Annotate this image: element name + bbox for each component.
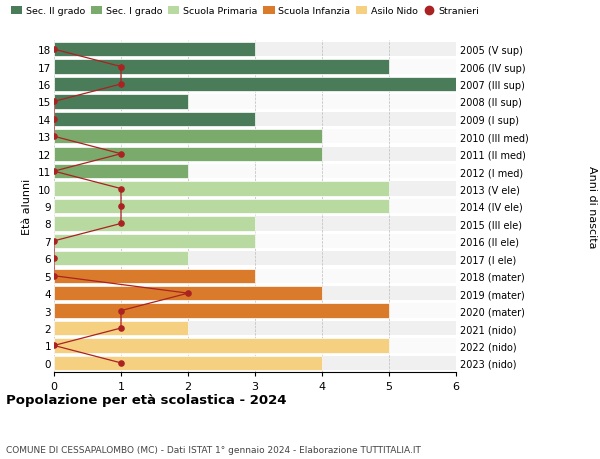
Bar <box>54 112 255 127</box>
Bar <box>54 321 188 336</box>
Bar <box>54 339 389 353</box>
Point <box>116 220 126 228</box>
Bar <box>54 252 456 266</box>
Bar <box>54 60 456 74</box>
Point <box>116 151 126 158</box>
Bar <box>54 234 255 248</box>
Bar <box>54 321 456 336</box>
Bar <box>54 43 456 57</box>
Bar <box>54 147 322 162</box>
Point <box>49 168 59 175</box>
Bar <box>54 286 322 301</box>
Legend: Sec. II grado, Sec. I grado, Scuola Primaria, Scuola Infanzia, Asilo Nido, Stran: Sec. II grado, Sec. I grado, Scuola Prim… <box>11 7 479 16</box>
Bar <box>54 217 456 231</box>
Bar <box>54 286 456 301</box>
Point <box>49 255 59 263</box>
Point <box>49 116 59 123</box>
Point <box>116 81 126 89</box>
Bar <box>54 165 188 179</box>
Bar <box>54 182 389 196</box>
Bar <box>54 269 255 283</box>
Bar <box>54 95 188 109</box>
Bar <box>54 130 456 144</box>
Bar <box>54 78 456 92</box>
Bar <box>54 165 456 179</box>
Point <box>49 238 59 245</box>
Bar <box>54 112 456 127</box>
Point <box>49 342 59 349</box>
Bar <box>54 269 456 283</box>
Bar <box>54 182 456 196</box>
Bar <box>54 199 456 214</box>
Bar <box>54 60 389 74</box>
Bar <box>54 252 188 266</box>
Point <box>49 99 59 106</box>
Text: Anni di nascita: Anni di nascita <box>587 165 597 248</box>
Bar <box>54 43 255 57</box>
Bar <box>54 147 456 162</box>
Point <box>116 185 126 193</box>
Point <box>116 307 126 314</box>
Bar <box>54 304 456 318</box>
Bar <box>54 199 389 214</box>
Point <box>49 46 59 54</box>
Bar <box>54 304 389 318</box>
Bar <box>54 95 456 109</box>
Bar <box>54 130 322 144</box>
Bar <box>54 234 456 248</box>
Point <box>116 64 126 71</box>
Point <box>49 273 59 280</box>
Point <box>116 325 126 332</box>
Text: Popolazione per età scolastica - 2024: Popolazione per età scolastica - 2024 <box>6 393 287 406</box>
Bar <box>54 356 456 370</box>
Point <box>116 359 126 367</box>
Point <box>49 133 59 140</box>
Bar <box>54 217 255 231</box>
Bar <box>54 78 456 92</box>
Point <box>183 290 193 297</box>
Y-axis label: Età alunni: Età alunni <box>22 179 32 235</box>
Bar <box>54 339 456 353</box>
Point <box>116 203 126 210</box>
Text: COMUNE DI CESSAPALOMBO (MC) - Dati ISTAT 1° gennaio 2024 - Elaborazione TUTTITAL: COMUNE DI CESSAPALOMBO (MC) - Dati ISTAT… <box>6 445 421 454</box>
Bar <box>54 356 322 370</box>
